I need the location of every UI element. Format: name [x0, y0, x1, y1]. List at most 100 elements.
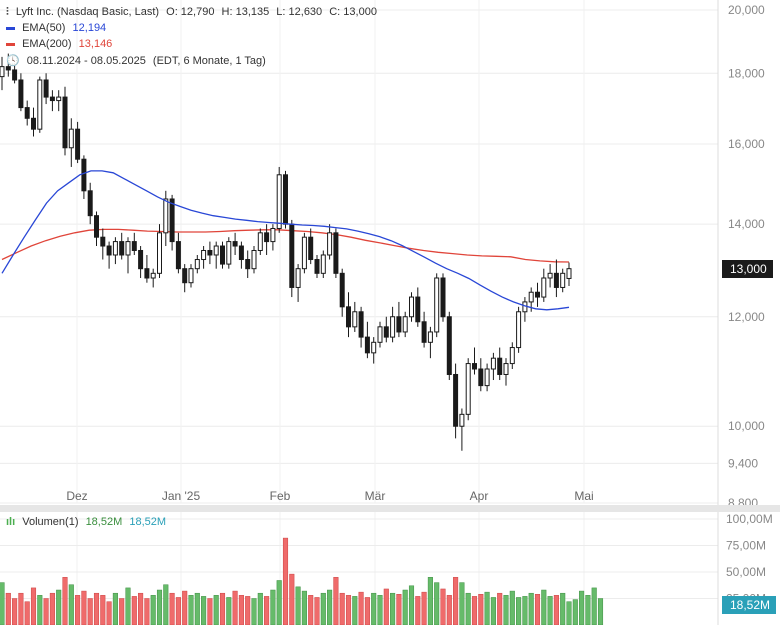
candle-body[interactable]	[112, 241, 118, 256]
volume-bar[interactable]	[106, 601, 112, 625]
candle-body[interactable]	[220, 245, 225, 265]
volume-bar[interactable]	[591, 587, 597, 625]
volume-bar[interactable]	[270, 589, 276, 625]
candle-body[interactable]	[547, 272, 553, 279]
volume-bar[interactable]	[509, 590, 515, 625]
candle-body[interactable]	[289, 223, 295, 288]
candle-body[interactable]	[5, 66, 11, 71]
candle-body[interactable]	[56, 96, 62, 102]
candle-body[interactable]	[453, 373, 459, 427]
volume-bar[interactable]	[503, 595, 509, 625]
candle-body[interactable]	[308, 236, 314, 261]
volume-bar[interactable]	[465, 592, 471, 625]
volume-bar[interactable]	[560, 592, 566, 625]
candle-body[interactable]	[516, 311, 522, 349]
candle-body[interactable]	[264, 232, 270, 243]
volume-bar[interactable]	[43, 598, 49, 625]
volume-bar[interactable]	[5, 592, 11, 625]
candle-body[interactable]	[383, 326, 389, 338]
volume-bar[interactable]	[289, 573, 295, 625]
candle-body[interactable]	[276, 174, 282, 229]
candle-body[interactable]	[182, 268, 188, 284]
volume-bar[interactable]	[68, 584, 74, 625]
candle-body[interactable]	[434, 277, 440, 333]
volume-bar[interactable]	[390, 592, 396, 625]
candle-body[interactable]	[62, 96, 68, 149]
volume-bar[interactable]	[0, 582, 5, 625]
candle-body[interactable]	[339, 272, 345, 308]
ema50-legend[interactable]: EMA(50) 12,194	[6, 22, 110, 34]
candle-body[interactable]	[100, 236, 106, 247]
volume-bar[interactable]	[534, 594, 541, 625]
candle-body[interactable]	[541, 277, 547, 298]
candle-body[interactable]	[327, 232, 333, 256]
candle-body[interactable]	[31, 117, 36, 130]
volume-bar[interactable]	[352, 596, 358, 625]
volume-bar[interactable]	[12, 598, 18, 625]
candle-body[interactable]	[283, 174, 288, 225]
candle-body[interactable]	[358, 311, 364, 338]
volume-bar[interactable]	[144, 598, 150, 625]
candle-body[interactable]	[484, 368, 490, 387]
volume-bar[interactable]	[194, 592, 200, 625]
volume-bar[interactable]	[62, 577, 68, 625]
candle-body[interactable]	[333, 232, 339, 274]
candle-body[interactable]	[131, 241, 137, 251]
candle-body[interactable]	[490, 357, 496, 370]
volume-bar[interactable]	[245, 596, 251, 625]
candle-body[interactable]	[566, 268, 572, 279]
candle-body[interactable]	[43, 79, 49, 98]
volume-bar[interactable]	[163, 584, 169, 625]
candle-body[interactable]	[446, 316, 452, 375]
candle-body[interactable]	[207, 249, 213, 256]
volume-bar[interactable]	[295, 586, 301, 625]
candle-body[interactable]	[232, 241, 238, 247]
volume-bar[interactable]	[478, 594, 484, 625]
candle-body[interactable]	[301, 236, 307, 270]
candle-body[interactable]	[0, 66, 5, 78]
volume-bar[interactable]	[377, 595, 383, 625]
volume-bar[interactable]	[434, 582, 440, 625]
candle-body[interactable]	[194, 259, 200, 270]
volume-bar[interactable]	[446, 595, 452, 625]
volume-bar[interactable]	[566, 601, 572, 625]
candle-body[interactable]	[87, 190, 93, 217]
volume-bar[interactable]	[327, 589, 333, 625]
volume-bar[interactable]	[213, 595, 219, 625]
candle-body[interactable]	[257, 232, 263, 251]
volume-bar[interactable]	[471, 596, 478, 625]
candle-body[interactable]	[119, 241, 125, 256]
volume-bar[interactable]	[364, 597, 370, 625]
volume-bar[interactable]	[182, 590, 188, 625]
candle-body[interactable]	[49, 96, 55, 102]
volume-bar[interactable]	[579, 590, 585, 625]
volume-bar[interactable]	[459, 582, 465, 625]
volume-bar[interactable]	[49, 592, 55, 625]
volume-bar[interactable]	[345, 595, 352, 625]
volume-bar[interactable]	[301, 590, 307, 625]
volume-bar[interactable]	[333, 577, 339, 625]
volume-bar[interactable]	[30, 587, 37, 625]
candle-body[interactable]	[245, 259, 251, 270]
candle-body[interactable]	[535, 291, 540, 298]
candle-body[interactable]	[352, 311, 358, 328]
volume-bar[interactable]	[81, 590, 87, 625]
candle-body[interactable]	[497, 357, 503, 375]
volume-bar[interactable]	[75, 595, 81, 625]
volume-bar[interactable]	[226, 597, 232, 625]
candle-body[interactable]	[251, 249, 257, 270]
candle-body[interactable]	[421, 321, 427, 343]
volume-bar[interactable]	[150, 595, 156, 625]
volume-bar[interactable]	[18, 592, 24, 625]
candle-body[interactable]	[503, 363, 509, 375]
candle-body[interactable]	[201, 249, 207, 261]
volume-bar[interactable]	[138, 592, 144, 625]
candle-body[interactable]	[472, 363, 477, 370]
volume-bar[interactable]	[314, 597, 320, 625]
candle-body[interactable]	[75, 128, 81, 160]
candle-body[interactable]	[68, 128, 74, 149]
volume-bar[interactable]	[257, 592, 263, 625]
candle-body[interactable]	[396, 316, 402, 333]
volume-legend[interactable]: ılı Volumen(1) 18,52M 18,52M	[6, 516, 170, 528]
